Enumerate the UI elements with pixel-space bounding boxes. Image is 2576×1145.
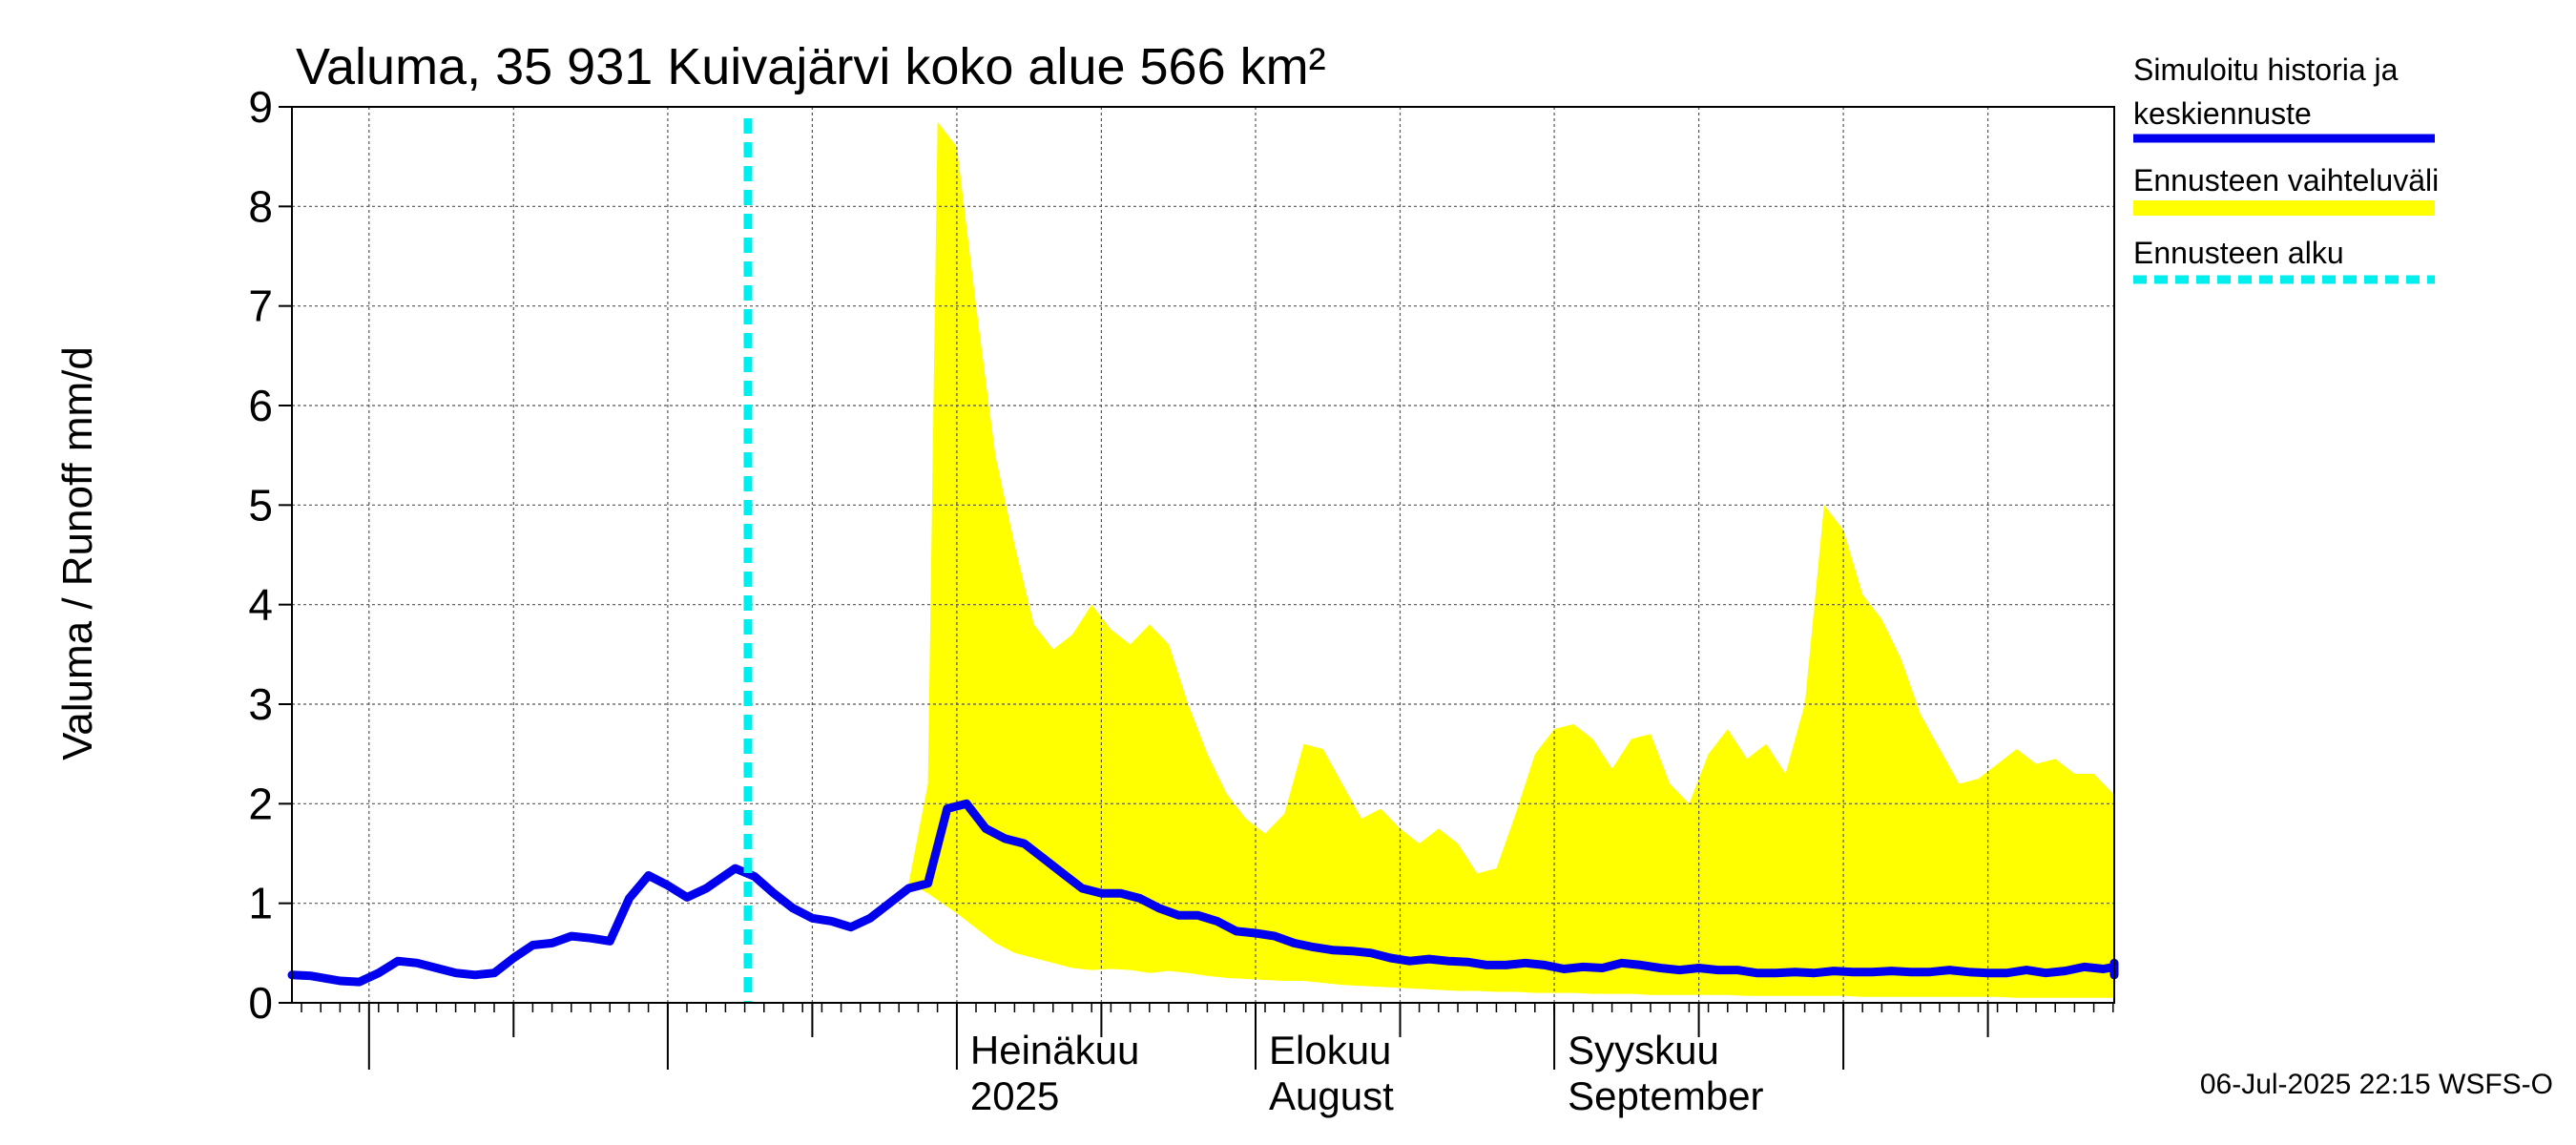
y-tick-label: 4 bbox=[248, 580, 273, 630]
y-tick-label: 8 bbox=[248, 181, 273, 231]
legend-swatch-vaihteluvali bbox=[2133, 200, 2435, 216]
y-tick-label: 3 bbox=[248, 679, 273, 729]
x-month-label-1: Elokuu bbox=[1269, 1028, 1391, 1072]
y-tick-label: 5 bbox=[248, 480, 273, 530]
y-tick-labels: 0 1 2 3 4 5 6 7 8 9 bbox=[248, 82, 292, 1028]
x-month-label-0: Heinäkuu bbox=[970, 1028, 1139, 1072]
forecast-range-band bbox=[908, 121, 2114, 999]
y-tick-label: 1 bbox=[248, 879, 273, 928]
legend: Simuloitu historia ja keskiennuste Ennuste… bbox=[2133, 52, 2439, 284]
x-month-sublabel-0: 2025 bbox=[970, 1073, 1059, 1118]
plot-frame bbox=[291, 106, 2115, 1004]
x-month-label-2: Syyskuu bbox=[1568, 1028, 1719, 1072]
x-month-sublabel-2: September bbox=[1568, 1073, 1763, 1118]
y-tick-label: 2 bbox=[248, 779, 273, 828]
y-tick-label: 9 bbox=[248, 82, 273, 132]
y-axis-label: Valuma / Runoff mm/d bbox=[54, 346, 101, 760]
x-month-sublabel-1: August bbox=[1269, 1073, 1394, 1118]
grid-layer bbox=[292, 106, 2114, 1003]
forecast-band-layer bbox=[908, 121, 2114, 999]
x-ticks bbox=[301, 1003, 2114, 1070]
y-tick-label: 7 bbox=[248, 281, 273, 331]
legend-label-ennusteen-alku: Ennusteen alku bbox=[2133, 236, 2344, 270]
chart-title: Valuma, 35 931 Kuivajärvi koko alue 566 … bbox=[296, 38, 1326, 95]
legend-label-historia-2: keskiennuste bbox=[2133, 96, 2312, 131]
footer-timestamp: 06-Jul-2025 22:15 WSFS-O bbox=[2200, 1069, 2553, 1100]
y-tick-label: 6 bbox=[248, 381, 273, 430]
legend-label-historia: Simuloitu historia ja bbox=[2133, 52, 2399, 87]
y-tick-label: 0 bbox=[248, 978, 273, 1028]
legend-label-vaihteluvali: Ennusteen vaihteluväli bbox=[2133, 163, 2439, 198]
